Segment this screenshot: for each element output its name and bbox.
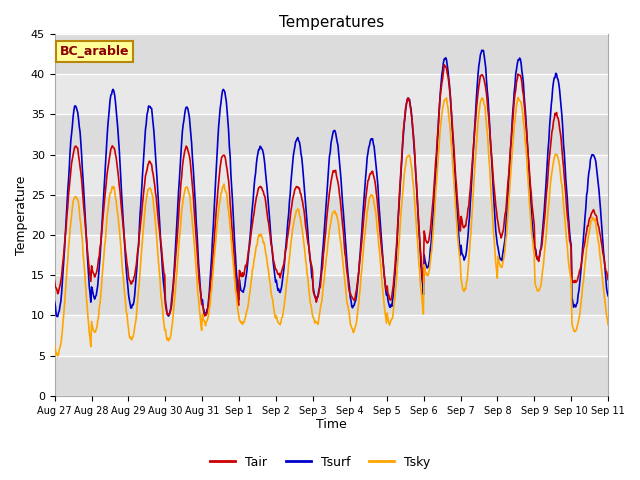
Bar: [54, 275, 608, 315]
Bar: [54, 114, 608, 155]
Bar: [54, 74, 608, 114]
Text: BC_arable: BC_arable: [60, 45, 130, 58]
Title: Temperatures: Temperatures: [279, 15, 384, 30]
Bar: [54, 155, 608, 195]
Bar: [54, 34, 608, 74]
Bar: [54, 315, 608, 356]
Legend: Tair, Tsurf, Tsky: Tair, Tsurf, Tsky: [205, 451, 435, 474]
X-axis label: Time: Time: [316, 419, 347, 432]
Bar: [54, 356, 608, 396]
Y-axis label: Temperature: Temperature: [15, 175, 28, 254]
Bar: [54, 195, 608, 235]
Bar: [54, 235, 608, 275]
